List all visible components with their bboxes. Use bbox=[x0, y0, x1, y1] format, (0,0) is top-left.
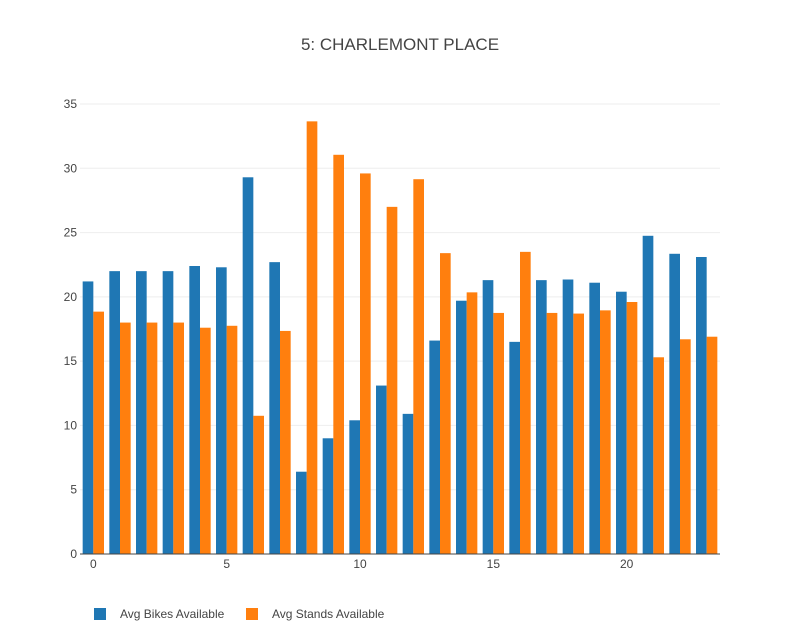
bar-stands-4[interactable] bbox=[200, 327, 211, 554]
bar-bikes-10[interactable] bbox=[349, 420, 360, 554]
bar-bikes-2[interactable] bbox=[136, 271, 147, 554]
legend-label: Avg Stands Available bbox=[272, 607, 385, 621]
bar-bikes-1[interactable] bbox=[109, 271, 120, 554]
y-tick-label: 10 bbox=[64, 418, 78, 432]
y-tick-label: 15 bbox=[64, 354, 78, 368]
bar-bikes-12[interactable] bbox=[402, 413, 414, 554]
bar-bikes-18[interactable] bbox=[562, 279, 574, 555]
bar-stands-20[interactable] bbox=[626, 302, 638, 554]
bar-stands-6[interactable] bbox=[253, 415, 264, 554]
y-tick-label: 25 bbox=[64, 226, 78, 240]
bar-bikes-6[interactable] bbox=[242, 177, 254, 555]
bar-stands-17[interactable] bbox=[546, 312, 558, 554]
legend-item-bikes[interactable]: Avg Bikes Available bbox=[94, 607, 225, 621]
y-tick-label: 35 bbox=[64, 97, 78, 111]
bar-stands-12[interactable] bbox=[413, 179, 424, 554]
bar-bikes-21[interactable] bbox=[642, 235, 654, 555]
bar-bikes-7[interactable] bbox=[269, 262, 280, 554]
bar-stands-21[interactable] bbox=[653, 357, 664, 554]
bar-bikes-14[interactable] bbox=[456, 300, 467, 554]
bar-bikes-20[interactable] bbox=[616, 291, 627, 554]
bar-bikes-22[interactable] bbox=[669, 253, 680, 555]
legend-item-stands[interactable]: Avg Stands Available bbox=[246, 607, 385, 621]
bar-stands-1[interactable] bbox=[120, 322, 131, 554]
bar-bikes-0[interactable] bbox=[82, 281, 94, 554]
bar-bikes-11[interactable] bbox=[376, 385, 387, 554]
bar-bikes-8[interactable] bbox=[296, 471, 307, 554]
legend-swatch bbox=[94, 608, 106, 620]
bars bbox=[82, 121, 718, 555]
bar-stands-13[interactable] bbox=[440, 253, 451, 554]
bar-stands-16[interactable] bbox=[520, 251, 531, 555]
bar-stands-19[interactable] bbox=[600, 310, 611, 554]
bar-stands-2[interactable] bbox=[146, 322, 158, 554]
axes: 0 5 10 15 20 25 30 35 0 5 10 15 20 bbox=[64, 97, 720, 571]
bar-bikes-15[interactable] bbox=[482, 280, 494, 554]
bar-stands-15[interactable] bbox=[493, 312, 504, 554]
bar-bikes-13[interactable] bbox=[429, 340, 440, 554]
bar-stands-7[interactable] bbox=[280, 330, 291, 554]
legend[interactable]: Avg Bikes Available Avg Stands Available bbox=[94, 607, 385, 621]
bar-stands-18[interactable] bbox=[573, 313, 584, 554]
gridlines bbox=[80, 103, 720, 491]
x-tick-label: 20 bbox=[620, 557, 634, 571]
bar-stands-11[interactable] bbox=[386, 206, 398, 555]
bar-stands-8[interactable] bbox=[306, 121, 318, 555]
bar-stands-10[interactable] bbox=[360, 173, 371, 554]
legend-label: Avg Bikes Available bbox=[120, 607, 225, 621]
bar-bikes-16[interactable] bbox=[509, 341, 520, 554]
bar-stands-22[interactable] bbox=[680, 339, 691, 554]
y-tick-label: 5 bbox=[70, 483, 77, 497]
bar-stands-9[interactable] bbox=[333, 154, 344, 555]
bar-bikes-5[interactable] bbox=[216, 267, 227, 554]
bar-bikes-9[interactable] bbox=[322, 438, 334, 554]
y-tick-label: 30 bbox=[64, 161, 78, 175]
bar-bikes-19[interactable] bbox=[589, 282, 600, 554]
bar-stands-0[interactable] bbox=[93, 311, 104, 554]
chart-title: 5: CHARLEMONT PLACE bbox=[301, 35, 499, 54]
bar-bikes-17[interactable] bbox=[536, 280, 547, 554]
bar-bikes-23[interactable] bbox=[696, 257, 707, 554]
x-tick-label: 0 bbox=[90, 557, 97, 571]
bar-stands-23[interactable] bbox=[706, 336, 718, 554]
x-tick-label: 5 bbox=[223, 557, 230, 571]
y-tick-label: 0 bbox=[70, 547, 77, 561]
bar-bikes-4[interactable] bbox=[189, 266, 200, 554]
y-tick-label: 20 bbox=[64, 290, 78, 304]
x-tick-label: 10 bbox=[353, 557, 367, 571]
bar-stands-3[interactable] bbox=[173, 322, 184, 554]
x-tick-label: 15 bbox=[487, 557, 501, 571]
bar-stands-14[interactable] bbox=[466, 292, 478, 554]
bar-bikes-3[interactable] bbox=[162, 271, 174, 554]
bar-stands-5[interactable] bbox=[226, 325, 238, 554]
legend-swatch bbox=[246, 608, 258, 620]
